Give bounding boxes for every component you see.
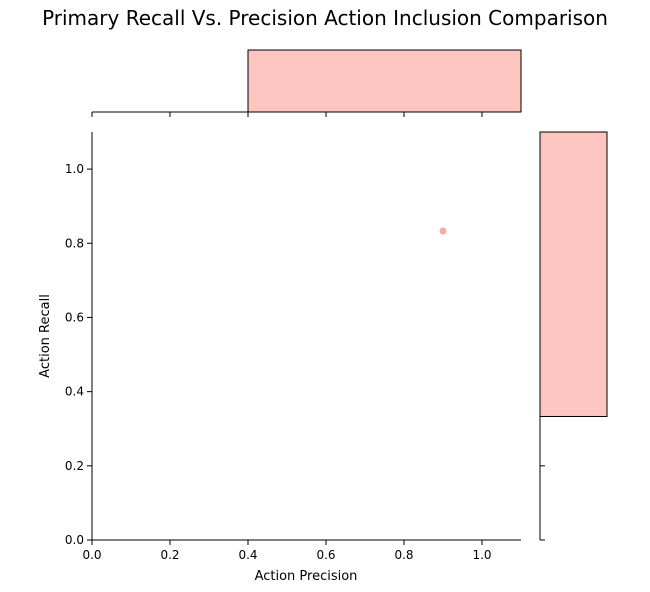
right-marginal-histogram: [539, 131, 608, 541]
y-tick-label: 0.8: [65, 236, 84, 250]
right-marginal-bar: [539, 131, 608, 417]
data-point: [439, 227, 447, 235]
scatter-plot-area: 0.0 0.2 0.4 0.6 0.8 1.0 0.0 0.2 0.4 0.6 0.8 1.0: [65, 132, 521, 562]
x-tick-label: 0.0: [82, 548, 101, 562]
y-tick-label: 1.0: [65, 162, 84, 176]
x-axis-label: Action Precision: [255, 569, 358, 584]
x-tick-label: 0.6: [316, 548, 335, 562]
x-tick-label: 0.4: [238, 548, 257, 562]
x-tick-label: 0.8: [394, 548, 413, 562]
y-tick-label: 0.4: [65, 385, 84, 399]
x-tick-label: 0.2: [160, 548, 179, 562]
y-axis-label: Action Recall: [38, 294, 53, 378]
y-tick-label: 0.6: [65, 310, 84, 324]
x-tick-label: 1.0: [472, 548, 491, 562]
top-marginal-bar: [247, 49, 522, 113]
y-tick-label: 0.0: [65, 533, 84, 547]
top-marginal-histogram: [91, 49, 522, 117]
chart-title: Primary Recall Vs. Precision Action Incl…: [42, 6, 608, 30]
y-tick-label: 0.2: [65, 459, 84, 473]
